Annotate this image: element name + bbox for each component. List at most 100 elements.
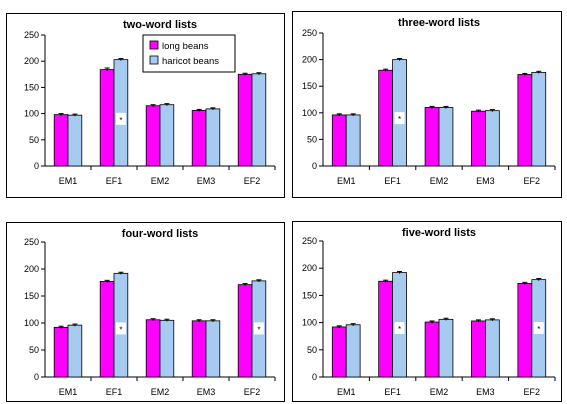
chart-panel-four-word-lists: four-word lists 0 50 100 150 200 250 EM1 EF1 EM2 E…: [6, 222, 285, 402]
y-tick-label: 0: [34, 372, 39, 382]
x-category-label: EM2: [151, 387, 170, 397]
x-category-label: EF1: [106, 176, 123, 186]
y-tick-label: 50: [29, 135, 39, 145]
bar-haricot-beans: [68, 115, 82, 166]
bar-haricot-beans: [68, 325, 82, 377]
y-tick-label: 0: [34, 161, 39, 171]
chart-title: two-word lists: [123, 19, 197, 31]
bar-haricot-beans: [532, 72, 546, 166]
bar-haricot-beans: [114, 60, 128, 166]
bar-haricot-beans: [252, 74, 266, 166]
bar-long-beans: [518, 74, 532, 166]
bar-long-beans: [425, 107, 439, 166]
y-tick-label: 250: [24, 237, 39, 247]
bar-long-beans: [238, 74, 252, 166]
x-category-label: EM1: [59, 176, 78, 186]
y-tick-label: 100: [24, 318, 39, 328]
chart-title: four-word lists: [122, 228, 198, 240]
y-tick-label: 100: [302, 108, 317, 118]
chart-panel-five-word-lists: five-word lists 0 50 100 150 200 250 EM1 EF1 EM2 E…: [292, 221, 562, 402]
significance-star: *: [257, 325, 260, 334]
bar-haricot-beans: [346, 115, 360, 166]
bar-haricot-beans: [439, 319, 453, 377]
y-tick-label: 150: [24, 82, 39, 92]
x-category-label: EF1: [384, 387, 401, 397]
bar-long-beans: [518, 283, 532, 377]
bar-haricot-beans: [160, 105, 174, 166]
y-tick-label: 250: [24, 30, 39, 40]
significance-star: *: [398, 115, 401, 124]
legend-label-haricot-beans: haricot beans: [162, 56, 219, 67]
legend-label-long-beans: long beans: [162, 41, 209, 52]
x-category-label: EM2: [430, 387, 449, 397]
x-category-label: EM3: [476, 176, 495, 186]
chart-title: three-word lists: [398, 17, 480, 29]
bar-long-beans: [379, 70, 393, 166]
bar-long-beans: [54, 327, 68, 377]
y-tick-label: 0: [312, 161, 317, 171]
x-category-label: EF2: [244, 176, 261, 186]
y-tick-label: 200: [302, 263, 317, 273]
chart-two-word-lists: two-word lists 0 50 100 150 200 250 EM1 EF1 EM2 EM…: [7, 14, 284, 197]
significance-star: *: [119, 116, 122, 125]
y-tick-label: 100: [302, 318, 317, 328]
x-category-label: EM2: [151, 176, 170, 186]
chart-panel-two-word-lists: two-word lists 0 50 100 150 200 250 EM1 EF1 EM2 EM…: [6, 13, 285, 198]
bar-long-beans: [379, 281, 393, 377]
x-category-label: EF2: [524, 176, 541, 186]
bar-long-beans: [238, 285, 252, 377]
x-category-label: EM3: [197, 176, 216, 186]
bar-long-beans: [332, 327, 346, 377]
y-tick-label: 50: [29, 345, 39, 355]
bar-haricot-beans: [485, 111, 499, 166]
x-category-label: EM1: [337, 176, 356, 186]
legend-swatch-haricot-beans: [150, 56, 158, 64]
bar-long-beans: [425, 322, 439, 377]
y-tick-label: 150: [302, 290, 317, 300]
x-category-label: EF2: [244, 387, 261, 397]
bar-haricot-beans: [206, 109, 220, 166]
bar-long-beans: [54, 115, 68, 166]
x-category-label: EF1: [384, 176, 401, 186]
y-tick-label: 250: [302, 28, 317, 38]
bar-haricot-beans: [439, 107, 453, 166]
bar-haricot-beans: [346, 325, 360, 377]
bar-haricot-beans: [206, 321, 220, 377]
legend-swatch-long-beans: [150, 41, 158, 49]
y-tick-label: 250: [302, 236, 317, 246]
x-category-label: EF2: [524, 387, 541, 397]
y-tick-label: 150: [24, 291, 39, 301]
bar-long-beans: [146, 320, 160, 377]
chart-panel-three-word-lists: three-word lists 0 50 100 150 200 250 EM1 EF1 EM2…: [292, 11, 562, 198]
y-tick-label: 0: [312, 372, 317, 382]
bar-haricot-beans: [485, 320, 499, 377]
chart-three-word-lists: three-word lists 0 50 100 150 200 250 EM1 EF1 EM2…: [293, 12, 561, 197]
x-category-label: EF1: [106, 387, 123, 397]
x-category-label: EM3: [197, 387, 216, 397]
x-category-label: EM1: [337, 387, 356, 397]
bar-long-beans: [471, 111, 485, 166]
y-tick-label: 50: [307, 134, 317, 144]
bar-long-beans: [471, 321, 485, 377]
x-category-label: EM1: [59, 387, 78, 397]
chart-title: five-word lists: [402, 227, 476, 239]
bar-haricot-beans: [160, 320, 174, 377]
y-tick-label: 200: [302, 55, 317, 65]
bar-long-beans: [192, 321, 206, 377]
x-category-label: EM2: [430, 176, 449, 186]
bar-long-beans: [100, 281, 114, 377]
chart-five-word-lists: five-word lists 0 50 100 150 200 250 EM1 EF1 EM2 E…: [293, 222, 561, 401]
bar-long-beans: [146, 106, 160, 166]
y-tick-label: 100: [24, 109, 39, 119]
y-tick-label: 200: [24, 264, 39, 274]
y-tick-label: 150: [302, 81, 317, 91]
chart-four-word-lists: four-word lists 0 50 100 150 200 250 EM1 EF1 EM2 E…: [7, 223, 284, 401]
y-tick-label: 50: [307, 345, 317, 355]
significance-star: *: [119, 325, 122, 334]
bar-long-beans: [332, 115, 346, 166]
y-tick-label: 200: [24, 56, 39, 66]
significance-star: *: [537, 325, 540, 334]
significance-star: *: [398, 325, 401, 334]
bar-long-beans: [192, 110, 206, 166]
bar-long-beans: [100, 70, 114, 166]
